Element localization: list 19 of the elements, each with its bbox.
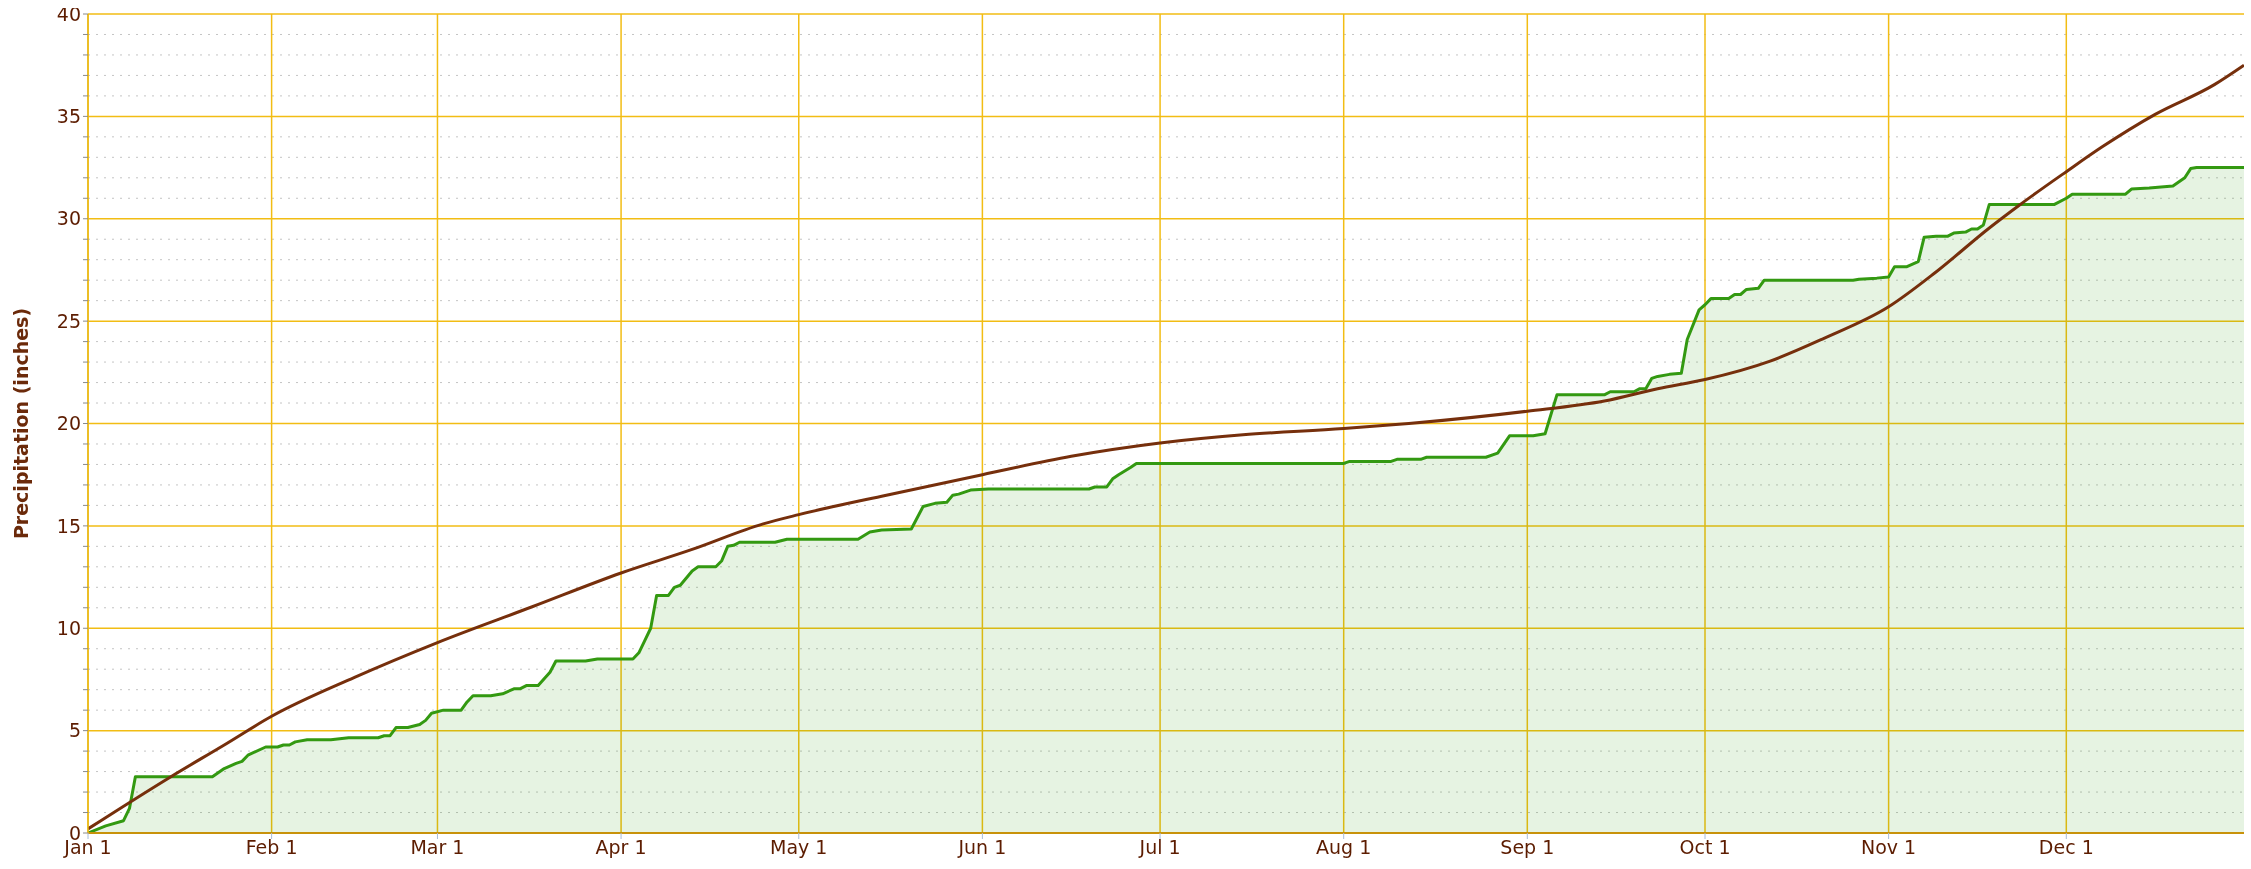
x-tick-label: Nov 1 [1861,836,1917,859]
x-tick-label: May 1 [770,836,828,859]
y-tick-label: 20 [56,412,81,435]
x-tick-label: Jul 1 [1138,836,1181,859]
y-axis-title: Precipitation (inches) [10,307,32,540]
x-tick-label: Feb 1 [245,836,298,859]
y-tick-label: 25 [56,309,81,332]
y-tick-label: 35 [56,105,81,128]
x-tick-label: Oct 1 [1679,836,1731,859]
y-tick-label: 10 [56,616,81,639]
x-tick-label: Aug 1 [1316,836,1372,859]
y-tick-label: 5 [68,719,81,742]
x-tick-label: Jun 1 [957,836,1007,859]
y-tick-label: 15 [56,514,81,537]
y-tick-label: 30 [56,207,81,230]
x-tick-label: Mar 1 [410,836,465,859]
x-tick-label: Apr 1 [595,836,647,859]
x-tick-label: Dec 1 [2038,836,2094,859]
x-tick-label: Sep 1 [1500,836,1555,859]
